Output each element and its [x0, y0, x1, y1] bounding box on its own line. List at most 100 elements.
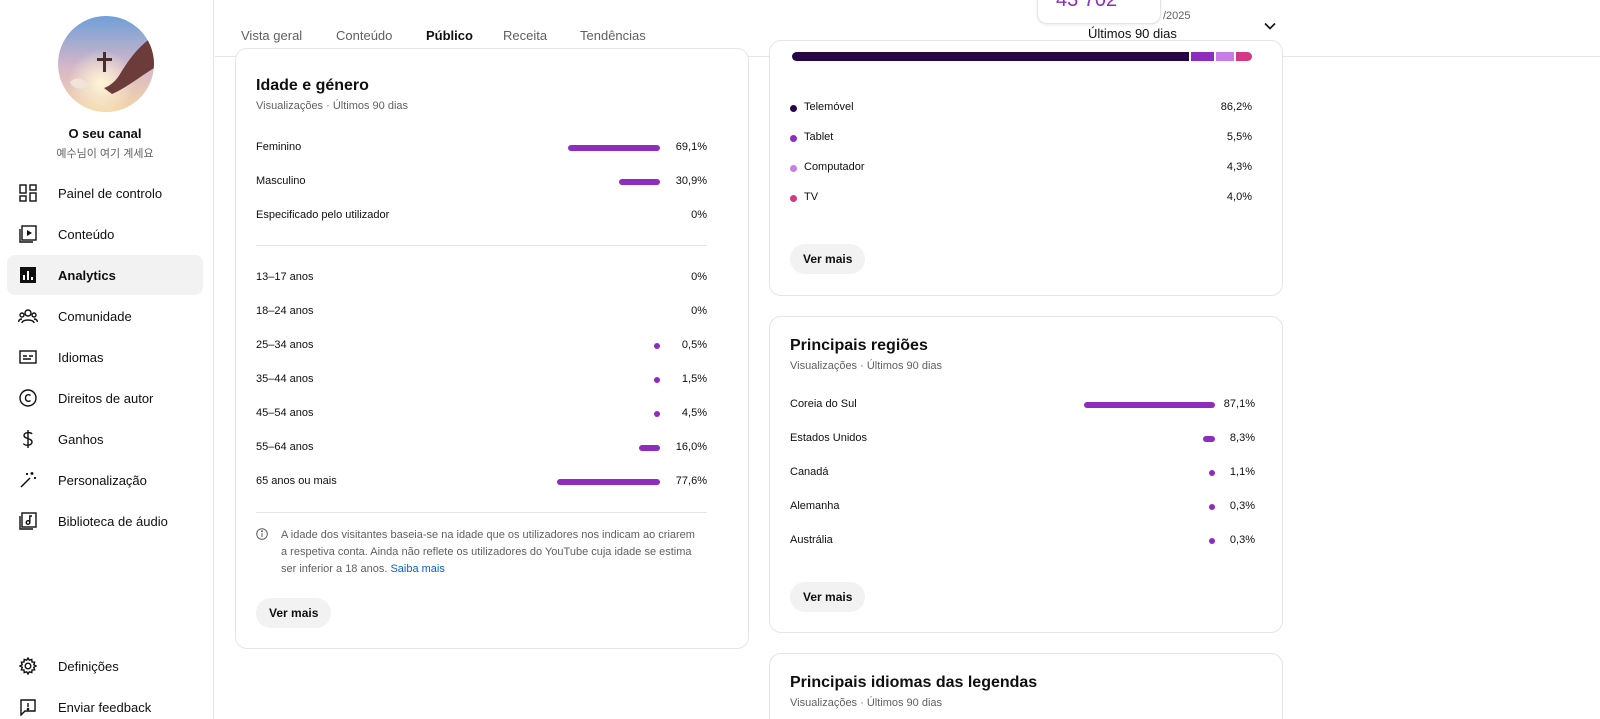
sidebar: O seu canal 예수님이 여기 계세요 Painel de contro… [0, 0, 214, 719]
sidebar-item-label: Conteúdo [58, 226, 115, 242]
chevron-down-icon[interactable] [1263, 19, 1277, 33]
device-value: 5,5% [1226, 131, 1252, 143]
stat-bar [618, 179, 660, 185]
stat-value: 4,5% [681, 407, 707, 419]
device-type-card: Telemóvel 86,2% Tablet 5,5% Computador 4,3% TV… [769, 40, 1283, 296]
stat-value: 0,5% [681, 339, 707, 351]
legend-dot [790, 105, 797, 112]
sidebar-item-label: Definições [58, 658, 119, 674]
tab-overview[interactable]: Vista geral [241, 28, 303, 43]
stat-value: 0% [691, 209, 707, 221]
sidebar-item-label: Biblioteca de áudio [58, 513, 168, 529]
sidebar-item-label: Comunidade [58, 308, 132, 324]
stat-label: 35–44 anos [256, 373, 314, 385]
sidebar-item-audio-library[interactable]: Biblioteca de áudio [7, 501, 203, 541]
stat-value: 77,6% [675, 475, 707, 487]
sidebar-item-copyright[interactable]: Direitos de autor [7, 378, 203, 418]
sidebar-item-customization[interactable]: Personalização [7, 460, 203, 500]
stat-row: Coreia do Sul 87,1% [790, 398, 1255, 414]
stat-label: 45–54 anos [256, 407, 314, 419]
sidebar-item-community[interactable]: Comunidade [7, 296, 203, 336]
age-gender-card: Idade e género Visualizações · Últimos 9… [235, 48, 749, 649]
stat-value: 0,3% [1229, 500, 1255, 512]
stat-value: 0% [691, 271, 707, 283]
sidebar-item-label: Analytics [58, 267, 116, 283]
device-legend-row: Tablet 5,5% [790, 131, 1252, 147]
stat-bar [1209, 504, 1215, 510]
device-value: 4,3% [1226, 161, 1252, 173]
device-bar-segment [1188, 52, 1214, 61]
stat-bar [556, 479, 660, 485]
see-more-button[interactable]: Ver mais [256, 598, 332, 628]
stat-label: 55–64 anos [256, 441, 314, 453]
sidebar-bottom-nav: Definições Enviar feedback [7, 646, 203, 719]
stat-bar [654, 411, 660, 417]
stat-label: Alemanha [790, 500, 840, 512]
tab-audience[interactable]: Público [426, 28, 473, 43]
stat-bar [1084, 402, 1215, 408]
stat-label: 13–17 anos [256, 271, 314, 283]
stat-row: Canadá 1,1% [790, 466, 1255, 482]
stat-value: 30,9% [675, 175, 707, 187]
sidebar-item-languages[interactable]: Idiomas [7, 337, 203, 377]
age-note-text: A idade dos visitantes baseia-se na idad… [281, 527, 701, 578]
sidebar-item-analytics[interactable]: Analytics [7, 255, 203, 295]
period-selector-label[interactable]: Últimos 90 dias [1088, 26, 1177, 41]
stat-label: 18–24 anos [256, 305, 314, 317]
stat-row: Especificado pelo utilizador 0% [256, 209, 707, 225]
device-label: Telemóvel [804, 101, 854, 113]
device-label: Computador [804, 161, 865, 173]
sidebar-item-earnings[interactable]: Ganhos [7, 419, 203, 459]
tab-revenue[interactable]: Receita [503, 28, 548, 43]
device-share-bar [792, 52, 1252, 61]
stat-value: 16,0% [675, 441, 707, 453]
device-bar-segment [1213, 52, 1234, 61]
device-legend-row: TV 4,0% [790, 191, 1252, 207]
stat-row: Feminino 69,1% [256, 141, 707, 157]
stat-label: Estados Unidos [790, 432, 868, 444]
period-date: /2025 [1163, 10, 1191, 22]
top-regions-card: Principais regiões Visualizações · Últim… [769, 316, 1283, 633]
sidebar-item-feedback[interactable]: Enviar feedback [7, 687, 203, 719]
stat-row: Alemanha 0,3% [790, 500, 1255, 516]
stat-label: Coreia do Sul [790, 398, 857, 410]
copyright-icon [18, 388, 38, 408]
stat-label: Canadá [790, 466, 829, 478]
stat-bar [654, 343, 660, 349]
device-label: TV [804, 191, 819, 203]
community-icon [18, 306, 38, 326]
sidebar-nav: Painel de controlo Conteúdo Analytics Co… [7, 173, 203, 542]
device-label: Tablet [804, 131, 834, 143]
channel-name: O seu canal [68, 126, 142, 141]
subtitles-icon [18, 347, 38, 367]
device-bar-segment [1233, 52, 1252, 61]
sidebar-item-settings[interactable]: Definições [7, 646, 203, 686]
see-more-button[interactable]: Ver mais [790, 244, 866, 274]
legend-dot [790, 135, 797, 142]
divider [256, 512, 707, 513]
stat-value: 0% [691, 305, 707, 317]
stat-row: Estados Unidos 8,3% [790, 432, 1255, 448]
tab-content[interactable]: Conteúdo [336, 28, 393, 43]
stat-bar [1202, 436, 1215, 442]
see-more-button[interactable]: Ver mais [790, 582, 866, 612]
stat-bar [654, 377, 660, 383]
tab-trends[interactable]: Tendências [580, 28, 646, 43]
stat-value: 1,1% [1229, 466, 1255, 478]
device-legend-row: Computador 4,3% [790, 161, 1252, 177]
card-subtitle: Visualizações · Últimos 90 dias [790, 360, 943, 372]
sidebar-item-content[interactable]: Conteúdo [7, 214, 203, 254]
card-title: Idade e género [256, 77, 369, 94]
stat-row: Austrália 0,3% [790, 534, 1255, 550]
stat-row: 35–44 anos 1,5% [256, 373, 707, 389]
sidebar-item-dashboard[interactable]: Painel de controlo [7, 173, 203, 213]
stat-row: Masculino 30,9% [256, 175, 707, 191]
stat-row: 55–64 anos 16,0% [256, 441, 707, 457]
channel-avatar[interactable] [58, 16, 154, 112]
device-legend-row: Telemóvel 86,2% [790, 101, 1252, 117]
feedback-icon [18, 697, 38, 717]
stat-label: 65 anos ou mais [256, 475, 337, 487]
top-subtitle-languages-card: Principais idiomas das legendas Visualiz… [769, 653, 1283, 719]
stat-label: Feminino [256, 141, 302, 153]
learn-more-link[interactable]: Saiba mais [390, 563, 445, 575]
